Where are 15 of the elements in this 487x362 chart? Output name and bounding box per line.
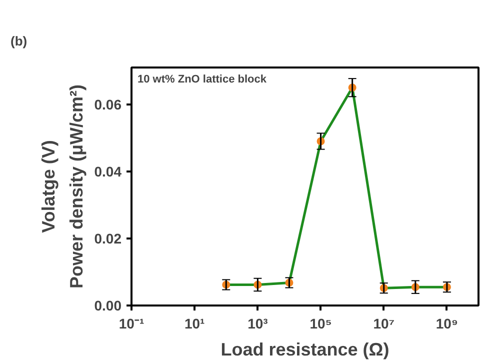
x-tick-label: 10⁹ <box>436 316 458 332</box>
x-tick-label: 10⁻¹ <box>118 316 144 332</box>
y-tick-label: 0.04 <box>94 163 122 180</box>
x-tick-label: 10⁷ <box>373 316 395 332</box>
y-tick-label: 0.02 <box>94 230 122 246</box>
text: Volatge (V) <box>38 140 58 233</box>
x-axis-title: Load resistance (Ω) <box>220 340 390 360</box>
y-tick-label: 0.00 <box>94 298 122 314</box>
text: (b) <box>10 34 28 48</box>
y-tick-label: 0.06 <box>94 96 122 112</box>
x-tick-label: 10³ <box>248 316 268 332</box>
x-tick-label: 10¹ <box>184 316 206 332</box>
annotation: 10 wt% ZnO lattice block <box>138 74 268 86</box>
y-axis-title: Power density (μW/cm²) <box>66 84 86 289</box>
x-tick-label: 10⁵ <box>310 316 332 332</box>
